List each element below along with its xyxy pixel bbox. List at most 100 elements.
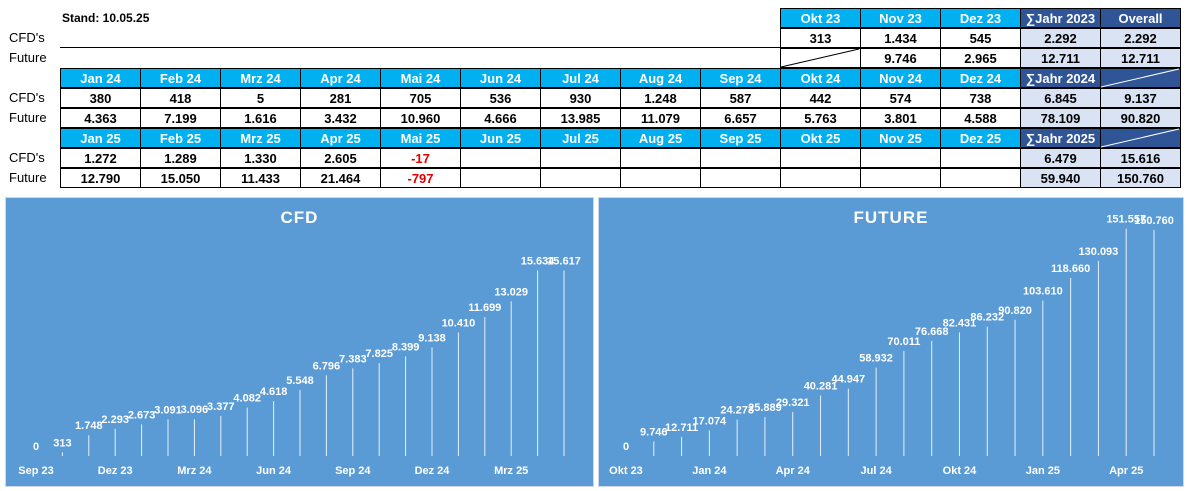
month-header: Okt 25 <box>780 128 861 148</box>
data-label: 86.232 <box>970 312 1004 324</box>
data-label: 8.399 <box>392 341 420 353</box>
cfd-value: 380 <box>60 88 141 108</box>
cfd-value: 705 <box>380 88 461 108</box>
future-value <box>860 168 941 188</box>
chart-title: FUTURE <box>853 208 929 227</box>
data-label: 3.091 <box>154 404 182 416</box>
overall-future: 150.760 <box>1100 168 1181 188</box>
future-value: 3.801 <box>860 108 941 128</box>
cfd-value: 2.605 <box>300 148 381 168</box>
month-header: Okt 23 <box>780 8 861 28</box>
x-tick-label: Mrz 24 <box>177 465 212 477</box>
data-label: 15.634 <box>521 255 556 267</box>
chart-title: CFD <box>280 208 319 227</box>
cfd-value <box>540 148 621 168</box>
stand-date: Stand: 10.05.25 <box>62 11 150 25</box>
future-value <box>780 48 861 68</box>
data-label: 7.825 <box>365 348 393 360</box>
month-header: Sep 24 <box>700 68 781 88</box>
data-label: 5.548 <box>286 375 314 387</box>
cfd-value: 574 <box>860 88 941 108</box>
cfd-value: -17 <box>380 148 461 168</box>
future-value: 10.960 <box>380 108 461 128</box>
data-label: 10.410 <box>442 317 476 329</box>
x-tick-label: Mrz 25 <box>494 465 528 477</box>
year-sum-future: 78.109 <box>1020 108 1101 128</box>
data-label: 25.889 <box>748 402 782 414</box>
month-header: Jan 25 <box>60 128 141 148</box>
data-label: 17.074 <box>693 415 728 427</box>
data-label: 118.660 <box>1051 263 1090 275</box>
data-label: 130.093 <box>1079 246 1119 258</box>
data-label: 9.138 <box>418 332 446 344</box>
cfd-value: 738 <box>940 88 1021 108</box>
overall-future: 12.711 <box>1100 48 1181 68</box>
data-label: 313 <box>53 437 71 449</box>
cfd-value: 1.272 <box>60 148 141 168</box>
data-label: 12.711 <box>665 422 698 434</box>
data-label: 3.096 <box>181 404 209 416</box>
cfd-value: 1.289 <box>140 148 221 168</box>
cfd-value: 313 <box>780 28 861 48</box>
data-label: 151.557 <box>1106 214 1146 226</box>
cfd-value: 281 <box>300 88 381 108</box>
future-value: 2.965 <box>940 48 1021 68</box>
future-value: 21.464 <box>300 168 381 188</box>
month-header: Dez 24 <box>940 68 1021 88</box>
cfd-value: 1.248 <box>620 88 701 108</box>
x-tick-label: Jan 24 <box>692 465 727 477</box>
data-label: 90.820 <box>998 305 1032 317</box>
data-label: 15.617 <box>547 256 581 268</box>
x-tick-label: Sep 23 <box>18 465 53 477</box>
month-header: Dez 25 <box>940 128 1021 148</box>
month-header: Nov 24 <box>860 68 941 88</box>
data-label: 103.610 <box>1023 286 1063 298</box>
month-header: Feb 25 <box>140 128 221 148</box>
month-header: Jul 24 <box>540 68 621 88</box>
row-label: CFD's <box>9 30 45 45</box>
overall-cfd: 15.616 <box>1100 148 1181 168</box>
year-sum-future: 59.940 <box>1020 168 1101 188</box>
year-sum-header: ∑Jahr 2024 <box>1020 68 1101 88</box>
cfd-value <box>620 148 701 168</box>
overall-cfd: 2.292 <box>1100 28 1181 48</box>
data-label: 44.947 <box>831 374 865 386</box>
x-tick-label: Jun 24 <box>256 465 292 477</box>
overall-header-blank <box>1100 68 1181 88</box>
data-label: 4.082 <box>233 393 261 405</box>
future-value: 4.588 <box>940 108 1021 128</box>
x-tick-label: Okt 24 <box>943 465 978 477</box>
year-sum-header: ∑Jahr 2023 <box>1020 8 1101 28</box>
data-label: 40.281 <box>804 381 838 393</box>
row-label: CFD's <box>9 150 45 165</box>
month-header: Dez 23 <box>940 8 1021 28</box>
year-sum-cfd: 2.292 <box>1020 28 1101 48</box>
data-label: 0 <box>33 441 39 453</box>
year-sum-header: ∑Jahr 2025 <box>1020 128 1101 148</box>
data-label: 4.618 <box>260 386 288 398</box>
divider <box>60 47 780 48</box>
x-tick-label: Jul 24 <box>861 465 893 477</box>
x-tick-label: Dez 23 <box>98 465 133 477</box>
data-label: 76.668 <box>915 326 949 338</box>
cfd-value: 5 <box>220 88 301 108</box>
row-label: Future <box>9 50 47 65</box>
data-label: 6.796 <box>313 360 341 372</box>
cfd-value <box>860 148 941 168</box>
data-label: 11.699 <box>468 302 501 314</box>
month-header: Nov 23 <box>860 8 941 28</box>
month-header: Aug 25 <box>620 128 701 148</box>
month-header: Feb 24 <box>140 68 221 88</box>
x-tick-label: Apr 24 <box>776 465 811 477</box>
future-value: 5.763 <box>780 108 861 128</box>
data-label: 1.748 <box>75 420 103 432</box>
overall-header-blank <box>1100 128 1181 148</box>
future-value <box>940 168 1021 188</box>
cfd-value <box>700 148 781 168</box>
future-value: 4.666 <box>460 108 541 128</box>
future-value: 4.363 <box>60 108 141 128</box>
month-header: Mrz 25 <box>220 128 301 148</box>
future-value: 1.616 <box>220 108 301 128</box>
data-label: 70.011 <box>887 336 920 348</box>
row-label: Future <box>9 110 47 125</box>
